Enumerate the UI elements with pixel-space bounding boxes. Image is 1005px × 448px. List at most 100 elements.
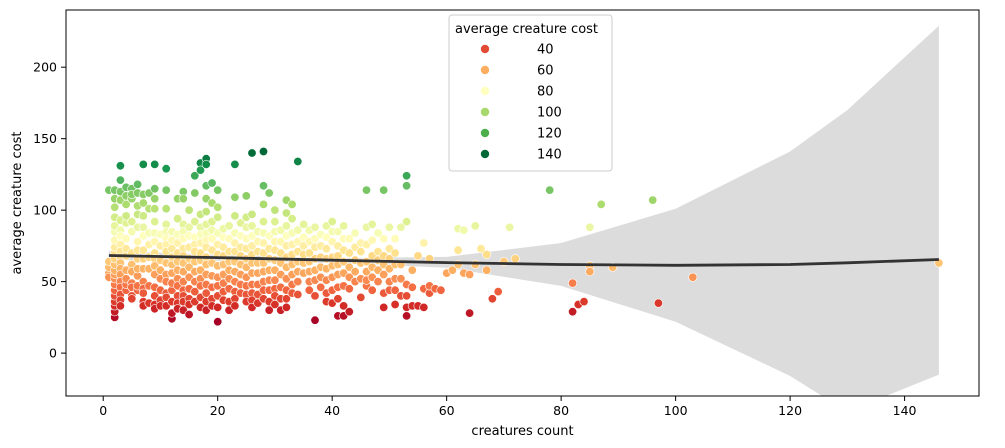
data-point (121, 234, 131, 244)
data-point (310, 222, 320, 232)
data-point (390, 299, 400, 309)
data-point (207, 178, 217, 188)
data-point (379, 269, 389, 279)
data-point (281, 221, 291, 231)
data-point (281, 302, 291, 312)
y-axis: 0 50 100 150 200 (33, 60, 66, 361)
legend-label: 120 (537, 127, 562, 142)
data-point (402, 291, 412, 301)
data-point (247, 148, 257, 158)
data-point (482, 265, 492, 275)
data-point (419, 238, 429, 248)
legend-marker (480, 86, 490, 96)
data-point (150, 159, 160, 169)
data-point (190, 287, 200, 297)
data-point (453, 245, 463, 255)
data-point (270, 205, 280, 215)
legend-label: 40 (537, 43, 554, 58)
data-point (304, 248, 314, 258)
data-point (402, 181, 412, 191)
data-point (241, 191, 251, 201)
data-point (390, 285, 400, 295)
data-point (310, 291, 320, 301)
legend-box (448, 14, 613, 172)
data-point (356, 292, 366, 302)
data-point (150, 184, 160, 194)
data-point (178, 194, 188, 204)
data-point (230, 301, 240, 311)
data-point (213, 185, 223, 195)
data-point (356, 247, 366, 257)
data-point (293, 157, 303, 167)
data-point (436, 285, 446, 295)
legend-label: 140 (537, 148, 562, 163)
data-point (321, 244, 331, 254)
legend-marker (480, 65, 490, 75)
data-point (493, 287, 503, 297)
data-point (230, 192, 240, 202)
data-point (396, 274, 406, 284)
data-point (230, 159, 240, 169)
data-point (407, 282, 417, 292)
x-tick-label: 60 (439, 403, 455, 418)
data-point (190, 217, 200, 227)
data-point (344, 307, 354, 317)
x-tick-label: 40 (324, 403, 340, 418)
y-tick-label: 100 (33, 203, 57, 218)
data-point (585, 267, 595, 277)
x-tick-label: 20 (210, 403, 226, 418)
data-point (161, 204, 171, 214)
data-point (367, 219, 377, 229)
data-point (258, 181, 268, 191)
data-point (465, 308, 475, 318)
data-point (384, 222, 394, 232)
data-point (270, 217, 280, 227)
data-point (258, 238, 268, 248)
y-tick-label: 200 (33, 60, 57, 75)
data-point (293, 289, 303, 299)
data-point (396, 222, 406, 232)
data-point (510, 254, 520, 264)
data-point (127, 294, 137, 304)
data-point (379, 234, 389, 244)
y-tick-label: 50 (41, 274, 57, 289)
data-point (184, 309, 194, 319)
legend-label: 80 (537, 85, 554, 100)
data-point (258, 147, 268, 157)
data-point (407, 265, 417, 275)
legend-marker (480, 44, 490, 54)
legend-label: 60 (537, 64, 554, 79)
data-point (350, 267, 360, 277)
data-point (476, 244, 486, 254)
data-point (344, 284, 354, 294)
legend-label: 100 (537, 106, 562, 121)
data-point (653, 298, 663, 308)
x-tick-label: 80 (553, 403, 569, 418)
y-tick-label: 0 (49, 346, 57, 361)
data-point (213, 302, 223, 312)
legend-entries: 40 60 80 100 120 140 (480, 43, 562, 163)
data-point (110, 202, 120, 212)
data-point (161, 164, 171, 174)
data-point (213, 317, 223, 327)
x-tick-label: 120 (778, 403, 802, 418)
data-point (487, 294, 497, 304)
data-point (264, 188, 274, 198)
data-point (402, 311, 412, 321)
x-tick-label: 0 (99, 403, 107, 418)
legend-title: average creature cost (455, 22, 598, 37)
y-tick-label: 150 (33, 131, 57, 146)
data-point (648, 195, 658, 205)
data-point (213, 212, 223, 222)
data-point (390, 248, 400, 258)
data-point (459, 225, 469, 235)
legend-marker (480, 149, 490, 159)
plot-frame (65, 9, 980, 397)
data-point (350, 228, 360, 238)
data-point (287, 199, 297, 209)
data-point (133, 179, 143, 189)
data-point (585, 222, 595, 232)
data-point (190, 188, 200, 198)
data-point (138, 198, 148, 208)
data-point (367, 235, 377, 245)
